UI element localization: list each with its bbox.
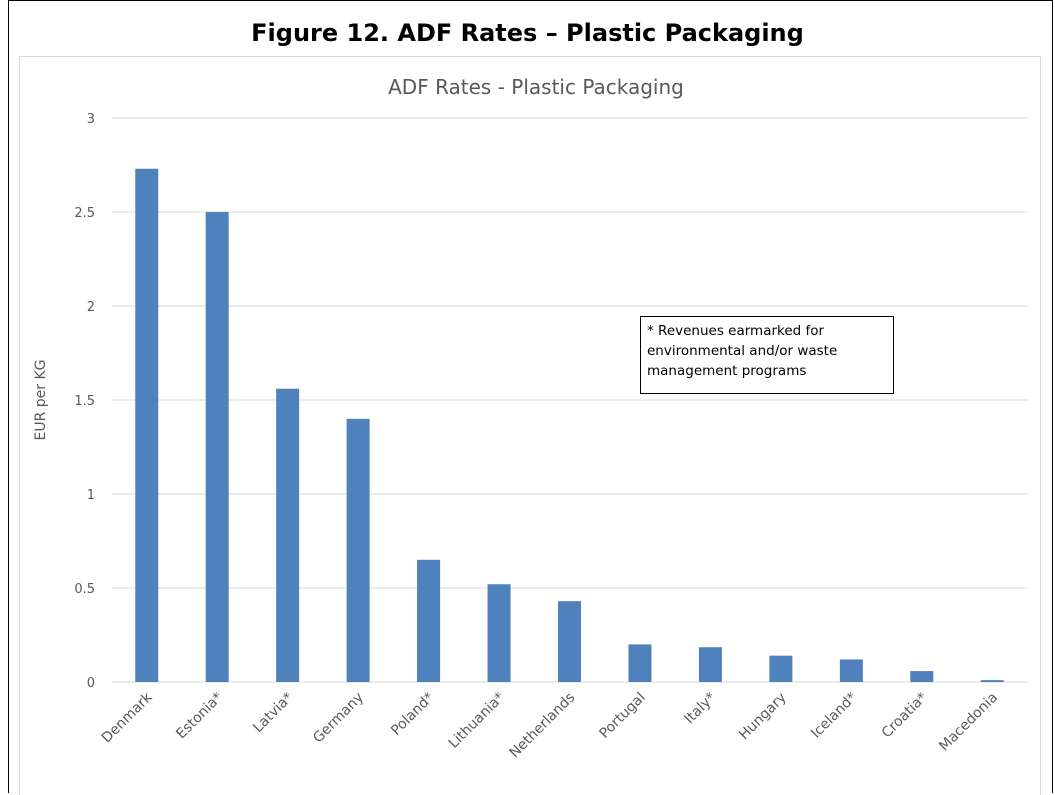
x-tick-label: Germany <box>310 690 367 747</box>
y-tick-label: 3 <box>87 112 95 127</box>
bar <box>417 559 441 682</box>
x-tick-label: Croatia* <box>879 690 931 742</box>
x-tick-label: Poland* <box>388 690 437 739</box>
bar <box>910 671 934 682</box>
x-axis-labels: Denmark Estonia* Latvia* Germany Poland* Lith… <box>99 689 1001 761</box>
bar <box>698 647 722 682</box>
note-marker: * <box>647 323 654 339</box>
bar <box>487 584 511 682</box>
bar <box>839 659 863 682</box>
x-tick-label: Portugal <box>596 690 648 742</box>
bar <box>205 212 229 682</box>
x-tick-label: Netherlands <box>507 690 579 762</box>
y-axis-label: EUR per KG <box>33 359 49 440</box>
bar <box>558 601 581 682</box>
figure-frame <box>8 0 1053 793</box>
y-tick-label: 0 <box>87 676 95 691</box>
x-tick-label: Hungary <box>736 690 790 744</box>
x-tick-label: Denmark <box>99 689 156 746</box>
y-tick-label: 1 <box>87 488 95 503</box>
y-tick-label: 2 <box>87 300 95 315</box>
bar <box>628 644 652 682</box>
chart-area <box>19 56 1041 795</box>
bar <box>276 388 300 682</box>
y-axis-ticks: 0 0.5 1 1.5 2 2.5 3 <box>74 112 95 691</box>
gridlines <box>112 117 1028 683</box>
y-tick-label: 0.5 <box>74 582 95 597</box>
y-tick-label: 2.5 <box>74 206 95 221</box>
figure-title: Figure 12. ADF Rates – Plastic Packaging <box>251 19 804 47</box>
annotation-box: * Revenues earmarked for environmental a… <box>640 316 894 394</box>
x-tick-label: Italy* <box>682 690 720 728</box>
x-tick-label: Iceland* <box>808 690 860 742</box>
x-tick-label: Estonia* <box>173 690 226 743</box>
bar <box>769 655 793 682</box>
bar <box>346 418 370 682</box>
x-tick-label: Macedonia <box>936 690 1001 755</box>
x-tick-label: Lithuania* <box>446 690 508 752</box>
bars <box>135 168 1004 682</box>
x-tick-label: Latvia* <box>250 690 296 736</box>
note-text: Revenues earmarked for environmental and… <box>647 323 838 379</box>
chart-title: ADF Rates - Plastic Packaging <box>388 75 684 99</box>
y-tick-label: 1.5 <box>74 394 95 409</box>
bar <box>980 680 1004 682</box>
bar <box>135 168 159 682</box>
